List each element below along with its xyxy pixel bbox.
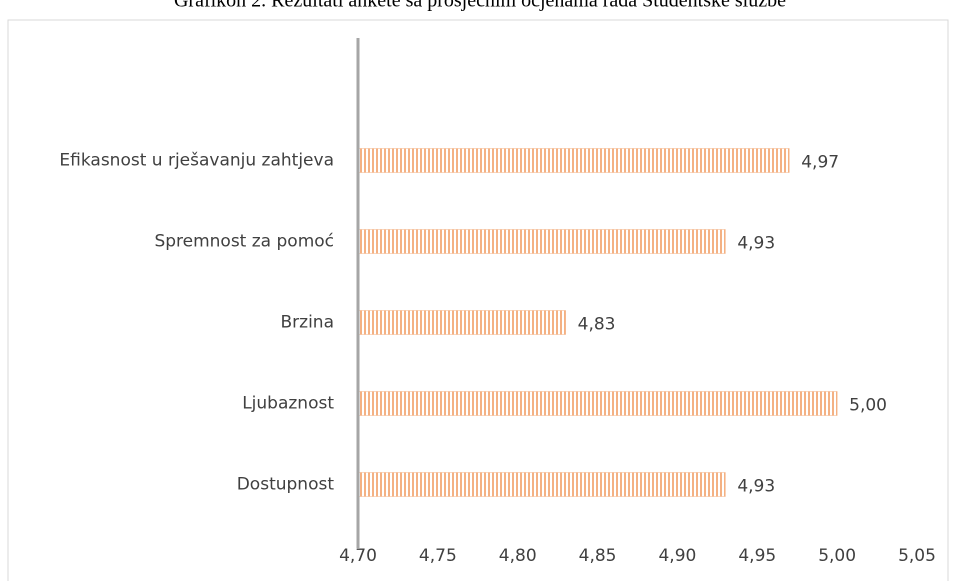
x-tick-label: 4,95 [738,546,776,566]
chart-title: Grafikon 2. Rezultati ankete sa prosječn… [174,0,786,12]
y-tick-label: Efikasnost u rješavanju zahtjeva [59,151,334,171]
y-tick-label: Spremnost za pomoć [154,232,334,252]
bar [357,148,790,173]
bar [357,310,566,335]
x-tick-label: 4,90 [658,546,696,566]
y-tick-label: Ljubaznost [242,394,334,414]
data-label: 4,93 [737,477,775,497]
x-tick-label: 5,05 [898,546,936,566]
x-tick-label: 4,80 [499,546,537,566]
y-tick-label: Brzina [281,313,335,333]
bar [357,391,838,416]
data-label: 4,93 [737,234,775,254]
chart-border [7,19,949,581]
x-tick-label: 4,75 [419,546,457,566]
x-tick-label: 4,70 [339,546,377,566]
x-tick-label: 5,00 [818,546,856,566]
bar [357,472,726,497]
y-tick-label: Dostupnost [237,475,335,495]
x-tick-label: 4,85 [579,546,617,566]
data-label: 5,00 [849,396,887,416]
bar [357,229,726,254]
data-label: 4,97 [801,153,839,173]
data-label: 4,83 [578,315,616,335]
